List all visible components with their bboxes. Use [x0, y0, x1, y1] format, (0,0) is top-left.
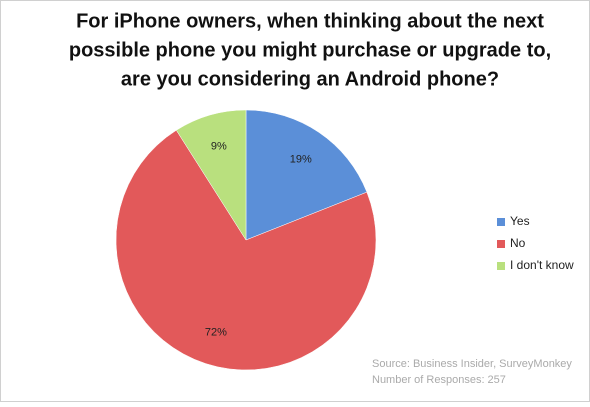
chart-title: are you considering an Android phone? — [121, 68, 499, 90]
pie-slice — [175, 109, 247, 241]
pie-slice — [245, 109, 368, 241]
chart-title: For iPhone owners, when thinking about t… — [76, 10, 544, 32]
pie-slice — [115, 129, 377, 371]
legend-label: Yes — [510, 214, 530, 228]
data-label: 9% — [211, 140, 227, 152]
source-note: Source: Business Insider, SurveyMonkey — [372, 358, 572, 370]
data-label: 72% — [205, 327, 227, 339]
legend-label: I don't know — [510, 258, 574, 272]
legend-label: No — [510, 236, 526, 250]
legend-swatch — [497, 262, 505, 270]
data-label: 19% — [290, 153, 312, 165]
legend-swatch — [497, 218, 505, 226]
chart-title: possible phone you might purchase or upg… — [69, 39, 551, 61]
source-note: Number of Responses: 257 — [372, 374, 506, 386]
legend-swatch — [497, 240, 505, 248]
